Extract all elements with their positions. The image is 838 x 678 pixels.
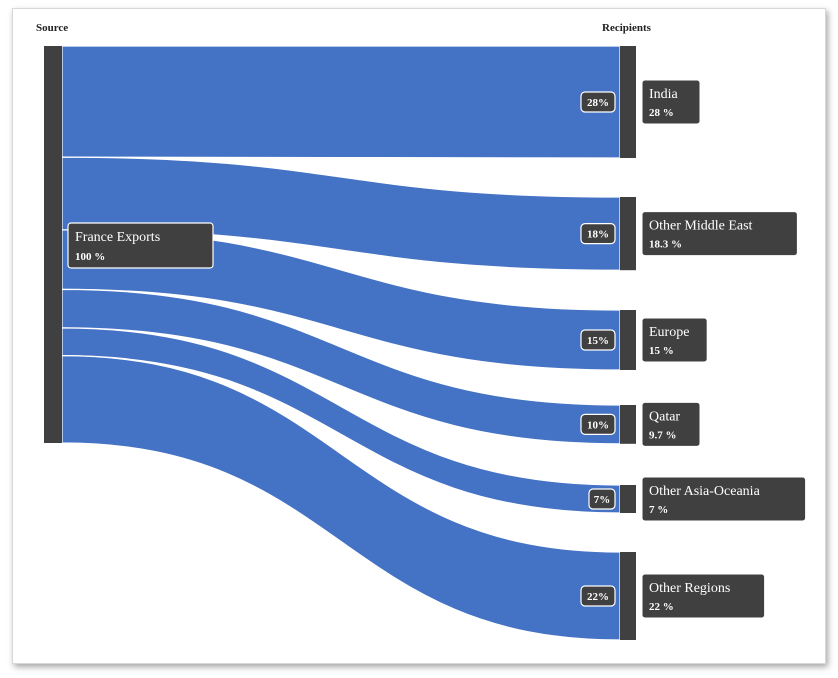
target-label-box: [641, 211, 798, 257]
source-label: France Exports 100 %: [67, 222, 214, 269]
flow-percent-badge-bg: [588, 488, 616, 510]
target-label-europe: Europe 15 %: [641, 317, 708, 363]
target-node-qatar: [620, 405, 636, 444]
target-label-india: India 28 %: [641, 79, 701, 125]
flows-layer: [61, 45, 621, 641]
target-name: Other Middle East: [649, 219, 753, 234]
target-name: Other Asia-Oceania: [649, 484, 761, 499]
target-node-other-regions: [620, 552, 636, 640]
target-name: Europe: [649, 325, 689, 340]
flow-percent-badge-bg: [580, 413, 616, 435]
flow-percent-label: 7%: [594, 494, 611, 506]
flow-percent-badge: 28%: [580, 91, 616, 113]
chart-frame: Source Recipients 28% India 28 % 18% Other M…: [12, 8, 826, 664]
flow-band-india: [61, 45, 621, 159]
target-node-other-asia-oceania: [620, 485, 636, 513]
target-column-header: Recipients: [602, 22, 652, 34]
target-label-other-middle-east: Other Middle East 18.3 %: [641, 211, 798, 257]
target-name: India: [649, 87, 679, 102]
flow-percent-badge-bg: [580, 329, 616, 351]
target-share: 28 %: [649, 107, 674, 119]
target-label-qatar: Qatar 9.7 %: [641, 401, 701, 447]
target-name: Other Regions: [649, 581, 730, 596]
target-share: 15 %: [649, 345, 674, 357]
target-share: 22 %: [649, 601, 674, 613]
target-share: 18.3 %: [649, 239, 682, 251]
target-label-box: [641, 401, 701, 447]
target-node-europe: [620, 310, 636, 370]
flow-percent-badge: 10%: [580, 413, 616, 435]
flow-percent-label: 18%: [587, 229, 609, 241]
target-share: 9.7 %: [649, 429, 677, 441]
flow-percent-badge: 22%: [580, 585, 616, 607]
target-label-box: [641, 317, 708, 363]
source-share: 100 %: [75, 251, 105, 263]
flow-percent-label: 15%: [587, 335, 609, 347]
flow-percent-badge: 15%: [580, 329, 616, 351]
target-name: Qatar: [649, 409, 680, 424]
flow-percent-label: 10%: [587, 419, 609, 431]
flow-percent-badge: 7%: [588, 488, 616, 510]
source-name: France Exports: [75, 230, 160, 245]
flow-percent-label: 22%: [587, 591, 609, 603]
flow-percent-badge: 18%: [580, 223, 616, 245]
sankey-chart: Source Recipients 28% India 28 % 18% Other M…: [36, 22, 807, 641]
nodes-layer: [44, 46, 636, 640]
target-label-box: [641, 476, 807, 522]
source-node: [44, 46, 62, 443]
target-share: 7 %: [649, 504, 668, 516]
flow-percent-badge-bg: [580, 223, 616, 245]
source-label-box: [67, 222, 214, 269]
flow-percent-label: 28%: [587, 97, 609, 109]
source-column-header: Source: [36, 22, 68, 34]
labels-layer: 28% India 28 % 18% Other Middle East 18.3 % 15…: [67, 79, 807, 619]
target-label-other-regions: Other Regions 22 %: [641, 573, 766, 619]
target-node-india: [620, 46, 636, 158]
flow-percent-badge-bg: [580, 585, 616, 607]
target-label-box: [641, 573, 766, 619]
target-label-other-asia-oceania: Other Asia-Oceania 7 %: [641, 476, 807, 522]
flow-percent-badge-bg: [580, 91, 616, 113]
target-label-box: [641, 79, 701, 125]
target-node-other-middle-east: [620, 197, 636, 271]
